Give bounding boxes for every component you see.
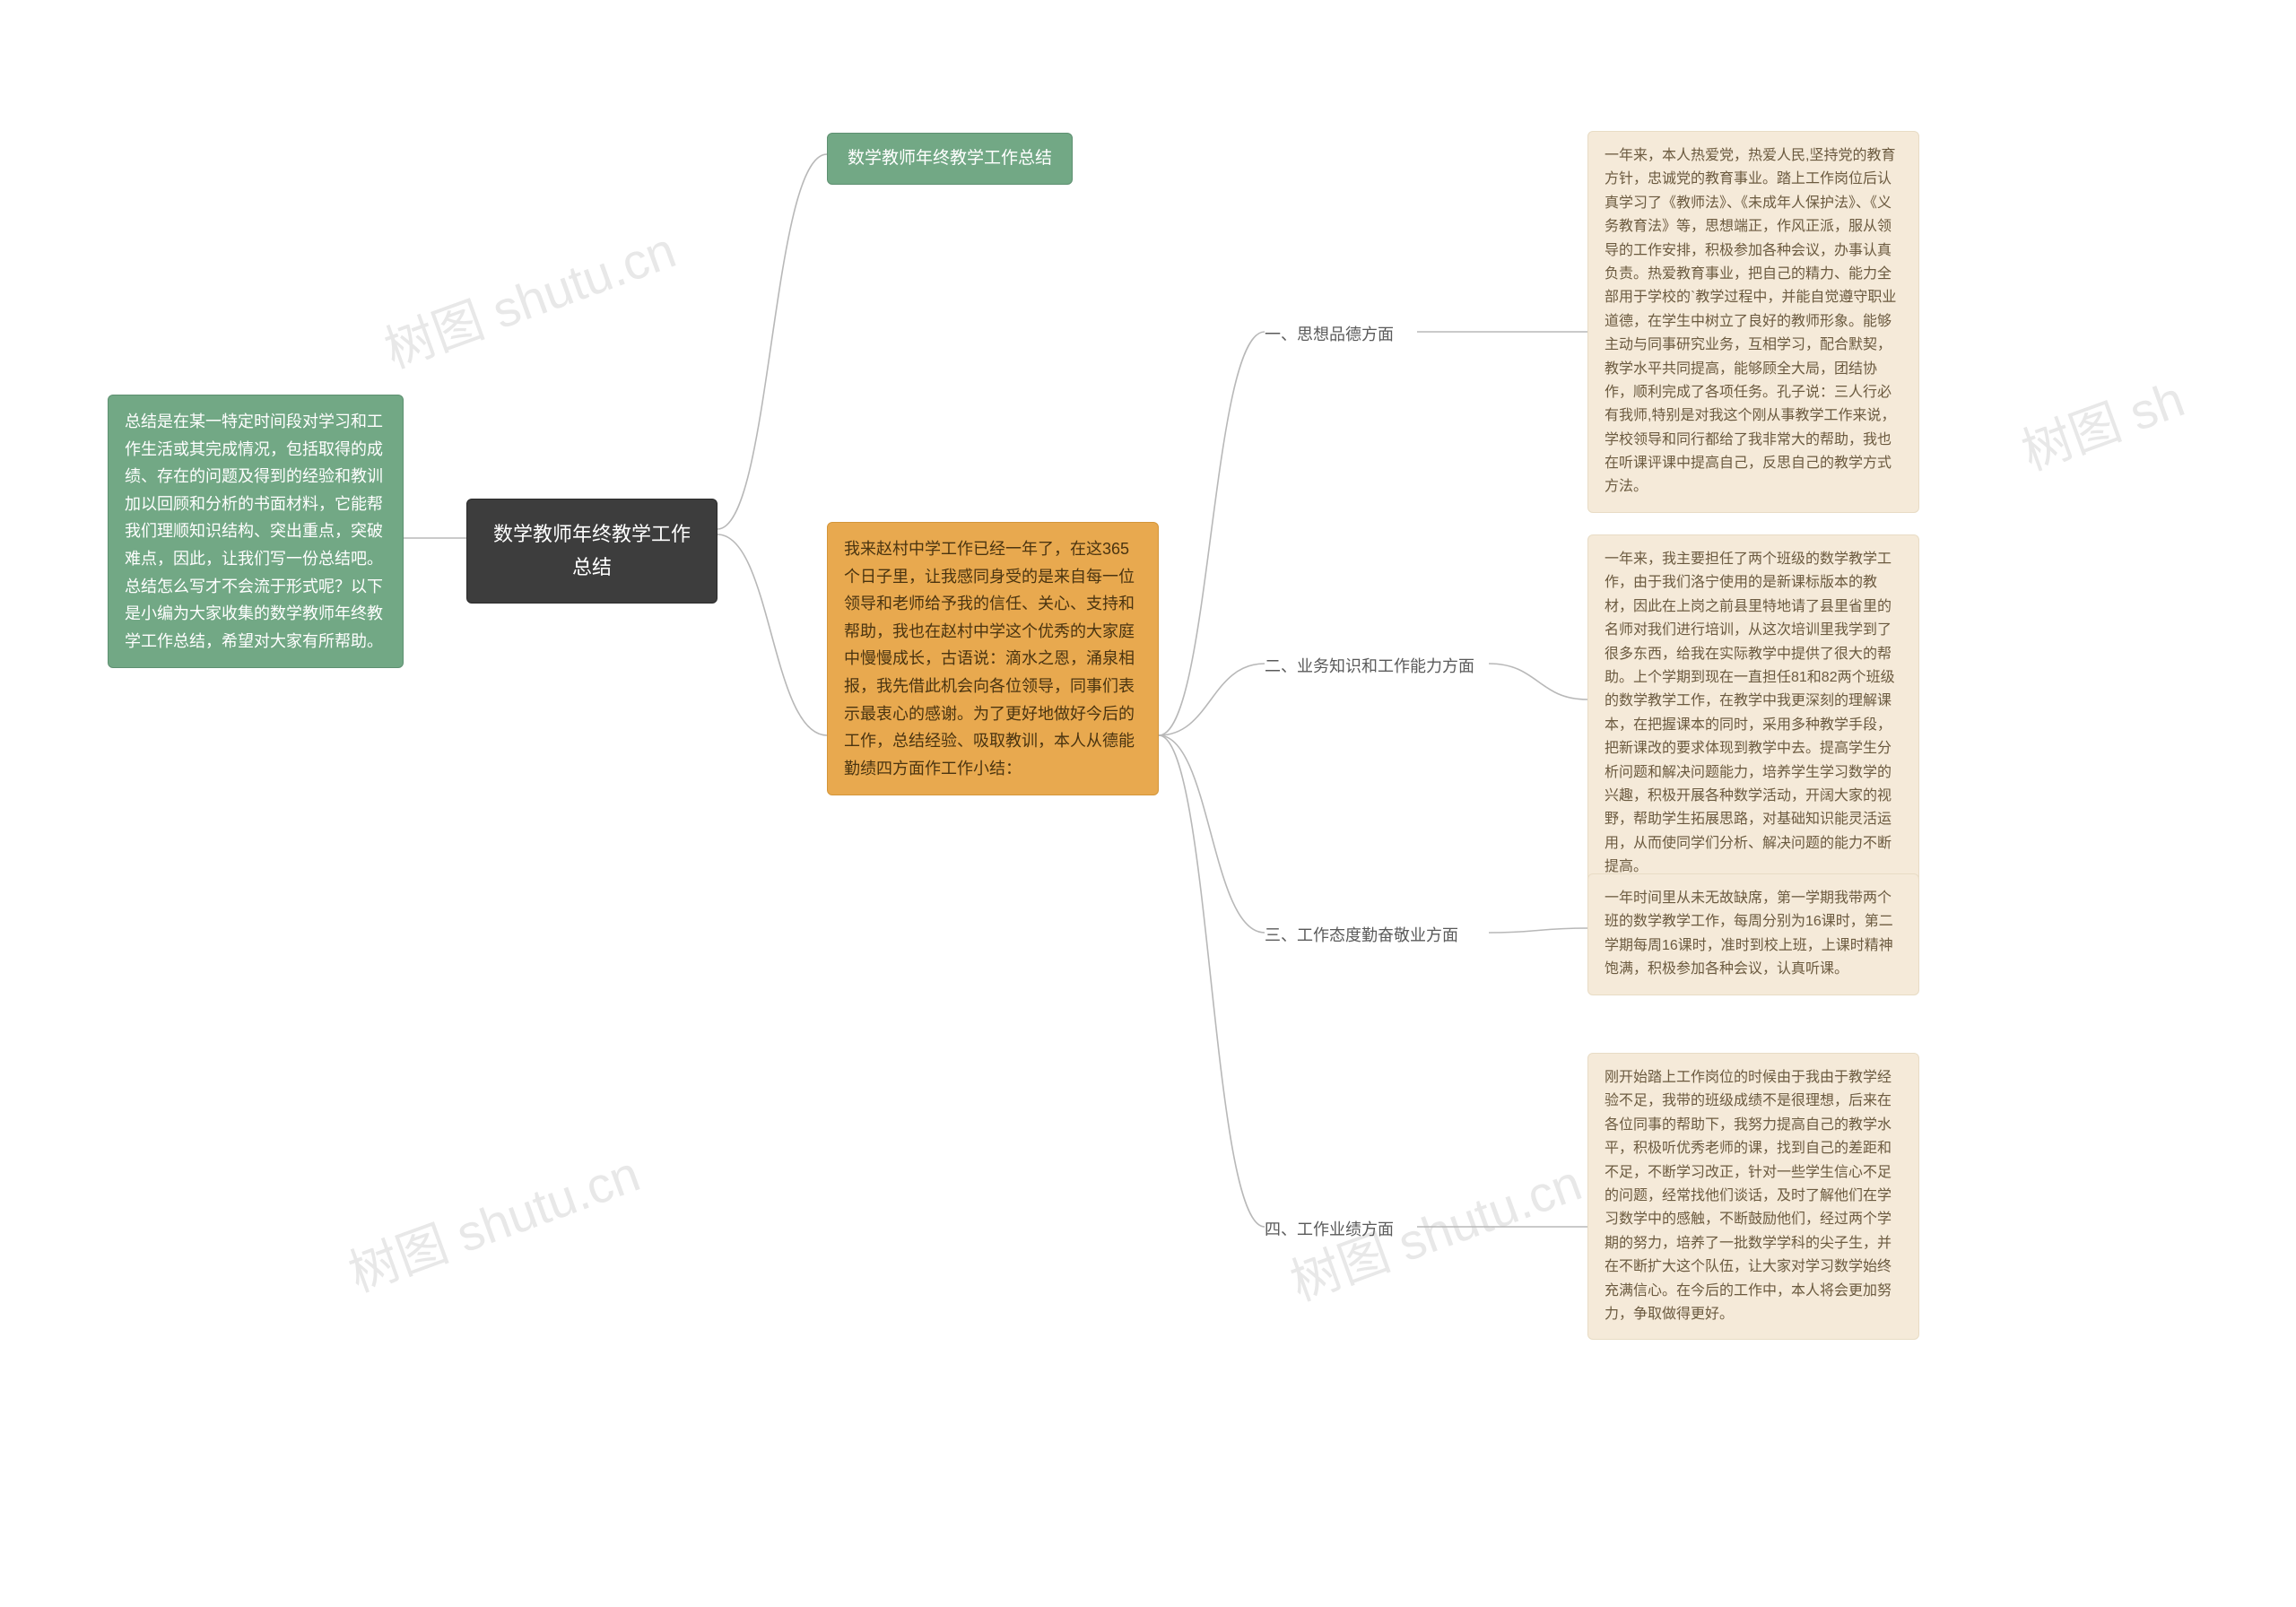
body-main[interactable]: 我来赵村中学工作已经一年了，在这365个日子里，让我感同身受的是来自每一位领导和… [827, 522, 1159, 795]
section-content-2: 一年来，我主要担任了两个班级的数学教学工作，由于我们洛宁使用的是新课标版本的教材… [1587, 534, 1919, 892]
section-content-4: 刚开始踏上工作岗位的时候由于我由于教学经验不足，我带的班级成绩不是很理想，后来在… [1587, 1053, 1919, 1340]
watermark: 树图 sh [2011, 360, 2193, 485]
section-label-4[interactable]: 四、工作业绩方面 [1265, 1211, 1394, 1249]
root-node[interactable]: 数学教师年终教学工作总结 [466, 499, 718, 604]
section-label-2[interactable]: 二、业务知识和工作能力方面 [1265, 647, 1474, 686]
watermark: 树图 shutu.cn [337, 1134, 648, 1306]
branch-title[interactable]: 数学教师年终教学工作总结 [827, 133, 1073, 185]
section-content-3: 一年时间里从未无故缺席，第一学期我带两个班的数学教学工作，每周分别为16课时，第… [1587, 873, 1919, 995]
section-label-1[interactable]: 一、思想品德方面 [1265, 316, 1394, 354]
watermark: 树图 shutu.cn [373, 210, 684, 382]
section-label-3[interactable]: 三、工作态度勤奋敬业方面 [1265, 916, 1458, 955]
section-content-1: 一年来，本人热爱党，热爱人民,坚持党的教育方针，忠诚党的教育事业。踏上工作岗位后… [1587, 131, 1919, 513]
intro-node: 总结是在某一特定时间段对学习和工作生活或其完成情况，包括取得的成绩、存在的问题及… [108, 395, 404, 668]
connector-lines [0, 0, 2296, 1607]
